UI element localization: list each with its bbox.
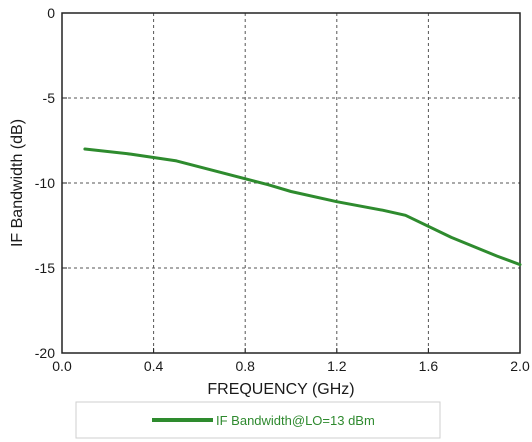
y-tick-label: -20 (35, 345, 55, 361)
grid-lines (62, 13, 520, 353)
x-tick-label: 0.4 (144, 358, 164, 374)
legend: IF Bandwidth@LO=13 dBm (75, 401, 441, 439)
series-line (83, 147, 522, 267)
y-tick-label: -5 (43, 90, 56, 106)
y-tick-label: 0 (47, 5, 55, 21)
x-tick-label: 0.8 (235, 358, 255, 374)
legend-label: IF Bandwidth@LO=13 dBm (216, 413, 375, 428)
legend-box (75, 401, 441, 439)
series-layer (83, 147, 522, 267)
x-tick-label: 1.2 (327, 358, 347, 374)
x-tick-label: 0.0 (52, 358, 72, 374)
x-tick-label: 2.0 (510, 358, 530, 374)
x-tick-label: 1.6 (419, 358, 439, 374)
y-axis-title: IF Bandwidth (dB) (9, 119, 26, 247)
y-tick-label: -10 (35, 175, 55, 191)
tick-labels: 0.0 0.4 0.8 1.2 1.6 2.0 0 -5 -10 -15 -20 (35, 5, 530, 374)
y-tick-label: -15 (35, 260, 55, 276)
x-axis-title: FREQUENCY (GHz) (207, 381, 354, 398)
